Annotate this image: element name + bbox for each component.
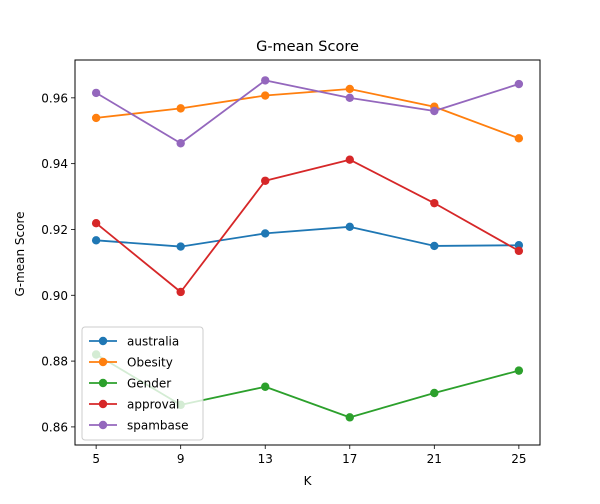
x-tick-label: 21 — [427, 452, 442, 466]
series-line-approval — [95, 158, 520, 293]
data-point-australia — [345, 222, 354, 232]
data-point-obesity — [176, 104, 185, 113]
y-tick-label: 0.92 — [41, 223, 68, 237]
data-point-approval — [91, 219, 101, 228]
legend-label-gender: Gender — [127, 377, 171, 391]
data-point-approval — [261, 176, 270, 185]
legend-label-australia: australia — [127, 335, 179, 349]
y-tick-label: 0.94 — [41, 157, 68, 171]
data-point-obesity — [514, 134, 524, 143]
data-point-spambase — [176, 139, 185, 148]
data-point-spambase — [514, 79, 524, 89]
axes-frame — [74, 59, 541, 446]
y-tick-label: 0.86 — [41, 420, 68, 434]
data-point-spambase — [430, 106, 439, 116]
legend[interactable]: australia Obesity Gender approval spambase — [81, 326, 204, 441]
data-point-australia — [261, 229, 270, 238]
data-point-australia — [176, 242, 185, 251]
y-tick-label: 0.88 — [41, 355, 68, 369]
y-tick-label: 0.96 — [41, 91, 68, 105]
data-point-obesity — [261, 91, 270, 100]
x-tick-label: 13 — [258, 452, 273, 466]
data-point-obesity — [91, 113, 101, 123]
data-point-gender — [514, 366, 524, 375]
legend-marker-gender — [98, 378, 108, 388]
series-line-spambase — [95, 79, 520, 145]
data-point-spambase — [91, 88, 101, 98]
data-point-australia — [430, 241, 439, 251]
legend-marker-australia — [98, 336, 108, 346]
legend-label-spambase: spambase — [127, 419, 189, 433]
chart-title: G-mean Score — [256, 39, 359, 55]
legend-marker-spambase — [98, 420, 108, 430]
y-axis-label: G-mean Score — [13, 211, 27, 296]
data-point-australia — [91, 236, 101, 245]
legend-marker-obesity — [98, 357, 108, 367]
data-point-gender — [261, 382, 270, 391]
x-tick-label: 5 — [92, 452, 100, 466]
legend-box — [81, 326, 204, 441]
y-tick-label: 0.90 — [41, 289, 68, 303]
data-point-spambase — [345, 93, 354, 103]
legend-marker-approval — [98, 399, 108, 409]
x-tick-label: 17 — [342, 452, 357, 466]
data-point-approval — [430, 198, 439, 208]
data-point-approval — [514, 246, 524, 256]
data-point-approval — [345, 155, 354, 164]
data-point-obesity — [345, 84, 354, 94]
plot-area: 5 9 13 17 21 25 0.86 0.88 0.90 0.92 0.94 0.96 — [41, 59, 541, 466]
legend-label-approval: approval — [127, 398, 179, 412]
legend-label-obesity: Obesity — [127, 356, 173, 370]
series-line-australia — [95, 225, 520, 248]
data-point-approval — [176, 287, 185, 297]
data-point-gender — [345, 413, 354, 422]
data-point-spambase — [261, 76, 270, 85]
x-axis-label: K — [304, 474, 313, 488]
data-point-gender — [430, 388, 439, 398]
x-tick-label: 25 — [511, 452, 526, 466]
x-tick-label: 9 — [177, 452, 185, 466]
series-line-obesity — [95, 88, 520, 140]
